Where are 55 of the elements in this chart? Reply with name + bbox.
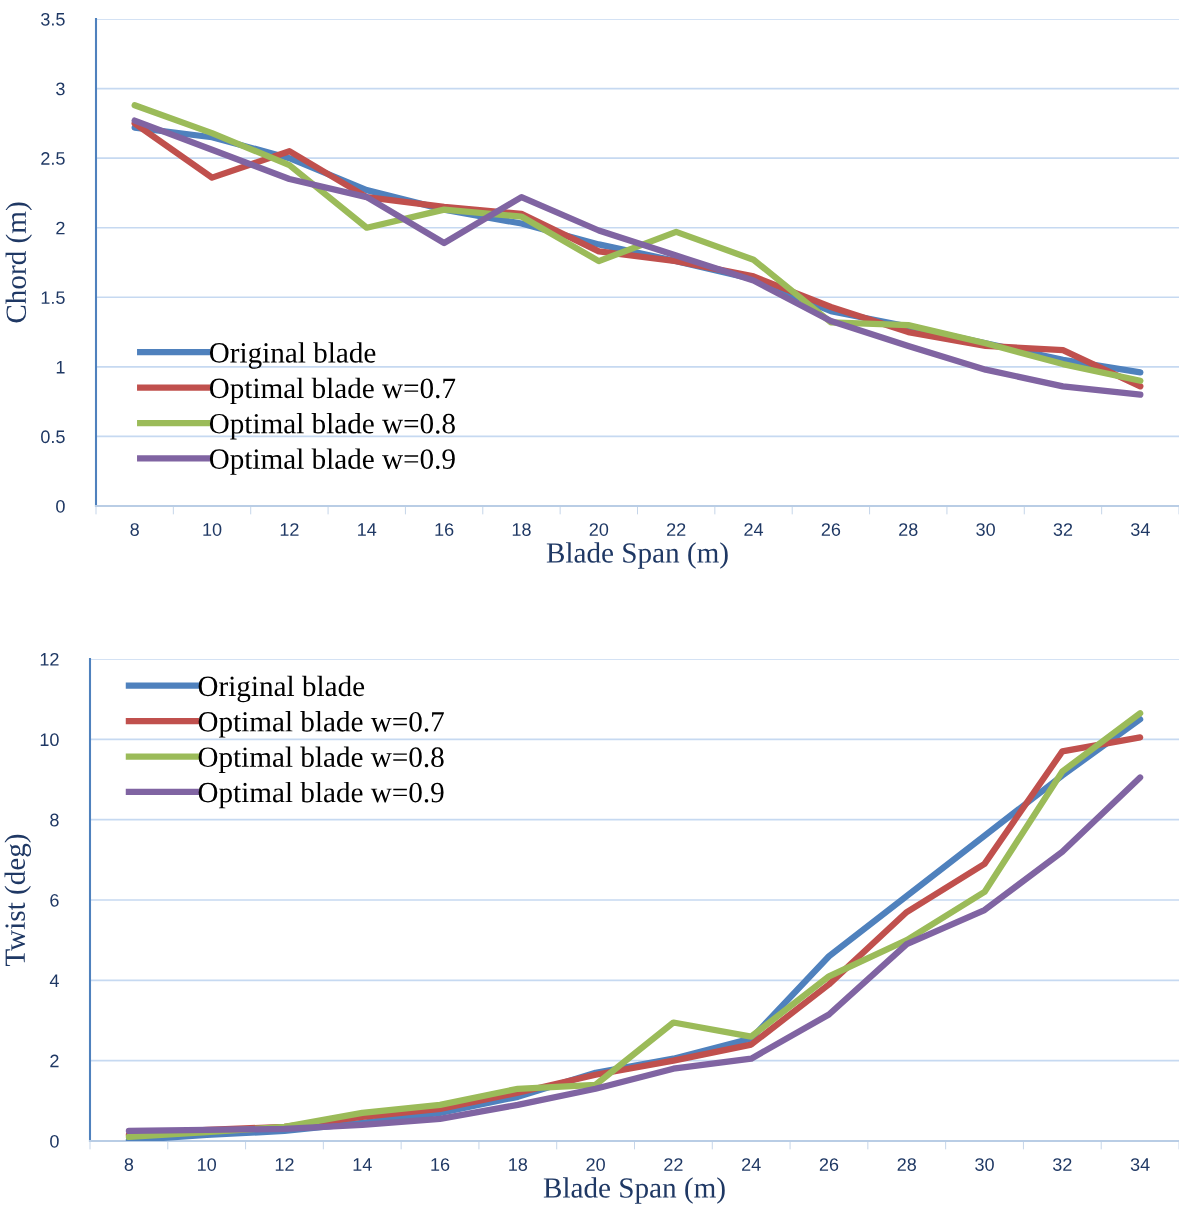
x-tick-label: 16: [431, 1158, 450, 1171]
y-tick-label: 2: [50, 1054, 59, 1068]
x-tick-label: 12: [275, 1158, 294, 1171]
legend-label: Optimal blade w=0.8: [209, 413, 455, 440]
x-tick-label: 22: [667, 523, 686, 536]
legend-label: Optimal blade w=0.9: [209, 448, 455, 475]
y-tick-label: 0: [50, 1134, 59, 1148]
x-tick-label: 8: [124, 1158, 134, 1171]
y-tick-label: 0.5: [41, 430, 65, 444]
y-tick-label: 1.5: [41, 291, 65, 305]
x-tick-label: 10: [203, 523, 222, 536]
x-tick-label: 26: [819, 1158, 839, 1171]
y-axis-title: Twist (deg): [4, 834, 32, 967]
x-tick-label: 24: [742, 1158, 761, 1171]
legend-label: Original blade: [198, 675, 365, 703]
x-axis-title: Blade Span (m): [543, 1177, 725, 1204]
y-tick-label: 8: [50, 813, 59, 827]
y-axis-title: Chord (m): [5, 202, 33, 323]
x-tick-label: 34: [1130, 1158, 1150, 1171]
x-tick-label: 30: [975, 1158, 994, 1171]
legend-label: Optimal blade w=0.9: [198, 781, 444, 809]
y-tick-label: 10: [40, 733, 59, 747]
x-tick-label: 20: [589, 523, 609, 536]
y-tick-label: 3: [56, 82, 65, 96]
y-tick-label: 12: [40, 652, 59, 666]
x-tick-label: 18: [512, 523, 531, 536]
x-tick-label: 12: [280, 523, 299, 536]
legend-label: Optimal blade w=0.8: [198, 746, 444, 773]
x-tick-label: 16: [435, 523, 454, 536]
y-tick-label: 6: [50, 893, 59, 907]
x-tick-label: 22: [664, 1158, 683, 1171]
x-tick-label: 28: [899, 523, 918, 536]
legend-label: Optimal blade w=0.7: [209, 377, 456, 405]
x-tick-label: 18: [509, 1158, 528, 1171]
x-tick-label: 20: [586, 1158, 605, 1171]
x-tick-label: 28: [897, 1158, 917, 1171]
x-tick-label: 14: [353, 1158, 372, 1171]
x-tick-label: 24: [744, 523, 764, 536]
x-tick-label: 8: [130, 523, 139, 536]
legend-label: Original blade: [209, 342, 376, 369]
y-tick-label: 2: [56, 221, 65, 235]
x-tick-label: 14: [358, 523, 377, 536]
x-tick-label: 30: [976, 523, 995, 536]
y-tick-label: 3.5: [41, 12, 65, 26]
x-tick-label: 32: [1053, 523, 1073, 536]
y-tick-label: 1: [56, 360, 65, 374]
x-tick-label: 32: [1052, 1158, 1072, 1171]
y-tick-label: 0: [56, 499, 65, 513]
x-tick-label: 26: [821, 523, 841, 536]
legend-label: Optimal blade w=0.7: [198, 711, 444, 738]
x-tick-label: 34: [1130, 523, 1150, 536]
y-tick-label: 2.5: [41, 152, 65, 165]
y-tick-label: 4: [49, 974, 59, 987]
x-axis-title: Blade Span (m): [546, 542, 728, 569]
x-tick-label: 10: [198, 1158, 217, 1171]
